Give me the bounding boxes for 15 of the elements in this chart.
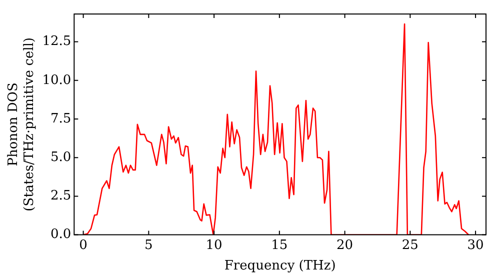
y-tick-label: 7.5 (50, 111, 72, 126)
x-tick-label: 15 (271, 238, 288, 253)
y-tick-label: 2.5 (50, 188, 72, 204)
x-tick-label: 20 (336, 238, 354, 253)
y-tick-label: 12.5 (42, 34, 72, 50)
x-tick-label: 30 (467, 238, 484, 253)
y-axis-title: Phonon DOS (States/THz·primitive cell) (6, 37, 37, 212)
x-tick-label: 0 (79, 238, 88, 253)
y-tick-label: 5.0 (50, 150, 72, 165)
x-tick-label: 10 (206, 238, 222, 253)
y-tick-label: 10.0 (42, 72, 72, 88)
x-tick-label: 5 (144, 238, 153, 253)
x-tick-label: 25 (402, 238, 418, 253)
y-tick-label: 0.0 (50, 227, 72, 242)
x-axis-title: Frequency (THz) (224, 258, 336, 274)
